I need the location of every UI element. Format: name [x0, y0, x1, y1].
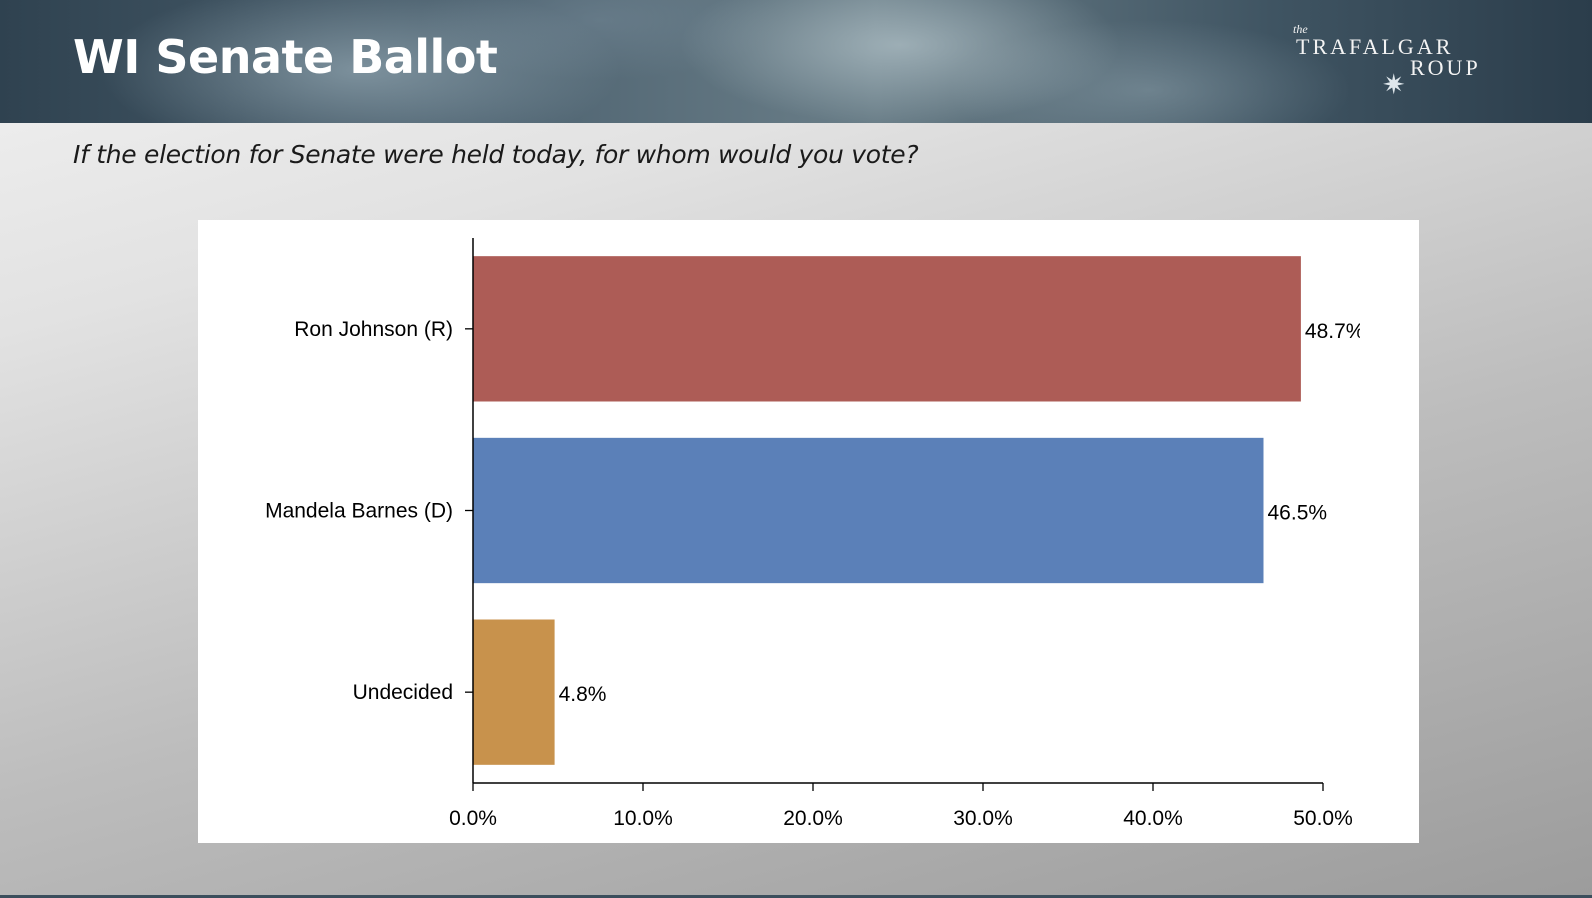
x-tick-label: 50.0% [1293, 807, 1353, 830]
x-tick-label: 0.0% [449, 807, 497, 830]
y-tick-label: Ron Johnson (R) [294, 318, 453, 341]
x-tick-label: 20.0% [783, 807, 843, 830]
slide-title: WI Senate Ballot [73, 30, 498, 84]
x-tick-label: 40.0% [1123, 807, 1183, 830]
compass-star-icon: ✷ [1382, 70, 1406, 101]
bar [473, 256, 1301, 402]
data-label: 48.7% [1305, 320, 1365, 343]
x-tick-label: 30.0% [953, 807, 1013, 830]
header-banner: WI Senate Ballot the TRAFALGAR ROUP ✷ [0, 0, 1592, 123]
y-tick-label: Undecided [353, 681, 453, 704]
logo-the-text: the [1293, 22, 1308, 36]
logo-line2-text: ROUP [1410, 55, 1481, 80]
chart-panel: Ron Johnson (R) 48.7% Mandela Barnes (D) 46… [198, 220, 1419, 843]
trafalgar-group-logo: the TRAFALGAR ROUP ✷ [1290, 18, 1530, 108]
bottom-strip [0, 895, 1592, 898]
data-label: 46.5% [1268, 502, 1328, 525]
data-label: 4.8% [559, 683, 607, 706]
survey-question: If the election for Senate were held tod… [73, 140, 919, 169]
bar [473, 619, 555, 765]
logo-line1-text: TRAFALGAR [1296, 34, 1454, 59]
x-tick-label: 10.0% [613, 807, 673, 830]
bar-chart: Ron Johnson (R) 48.7% Mandela Barnes (D) 46… [265, 238, 1365, 830]
bar [473, 437, 1264, 584]
y-tick-label: Mandela Barnes (D) [265, 500, 453, 523]
